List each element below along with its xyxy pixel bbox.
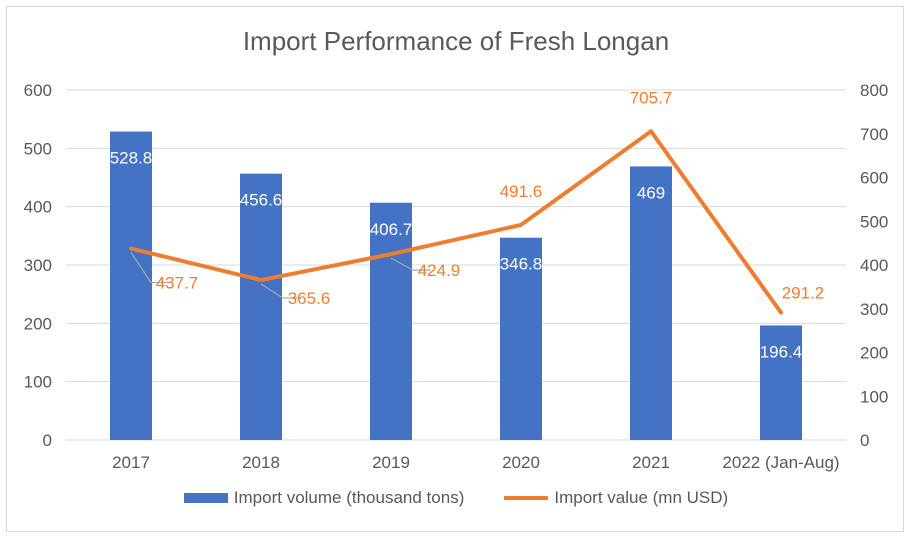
line-path — [129, 129, 783, 315]
legend-entry-volume[interactable]: Import volume (thousand tons) — [183, 488, 465, 508]
bar — [630, 166, 672, 440]
y-left-tick-label: 500 — [24, 139, 52, 158]
bar-data-label: 346.8 — [500, 255, 543, 274]
bar-data-label: 196.4 — [760, 342, 803, 361]
chart-frame — [6, 6, 904, 532]
line-data-label: 437.7 — [156, 274, 199, 293]
line-data-label: 424.9 — [418, 261, 461, 280]
bar-data-label: 528.8 — [110, 149, 153, 168]
label-leader-line — [260, 283, 301, 299]
bar-data-label: 469 — [637, 183, 665, 202]
bar — [240, 173, 282, 440]
bar-data-label: 406.7 — [370, 220, 413, 239]
y-right-tick-label: 800 — [860, 81, 888, 100]
y-left-tick-label: 100 — [24, 373, 52, 392]
y-left-tick-label: 400 — [24, 198, 52, 217]
bar-data-label: 456.6 — [240, 191, 283, 210]
y-left-tick-label: 300 — [24, 256, 52, 275]
y-right-tick-label: 300 — [860, 300, 888, 319]
legend-label-value: Import value (mn USD) — [554, 488, 729, 507]
y-left-tick-label: 600 — [24, 81, 52, 100]
label-leader-line — [130, 252, 169, 284]
legend: Import volume (thousand tons) Import val… — [0, 488, 912, 508]
y-right-tick-label: 500 — [860, 212, 888, 231]
chart-title: Import Performance of Fresh Longan — [242, 26, 670, 56]
bar — [370, 202, 412, 440]
x-tick-label: 2019 — [372, 453, 410, 472]
legend-swatch-volume — [183, 493, 228, 503]
bar-data-labels: 528.8 456.6 406.7 346.8 469 196.4 — [110, 149, 803, 362]
y-right-tick-label: 600 — [860, 169, 888, 188]
y-right-tick-label: 100 — [860, 387, 888, 406]
x-tick-label: 2017 — [112, 453, 150, 472]
legend-entry-value[interactable]: Import value (mn USD) — [504, 488, 728, 508]
legend-swatch-value — [504, 496, 549, 500]
y-right-tick-label: 700 — [860, 125, 888, 144]
legend-label-volume: Import volume (thousand tons) — [233, 488, 465, 507]
bar-series — [110, 131, 802, 441]
label-leader-lines — [130, 252, 431, 299]
y-right-tick-label: 200 — [860, 344, 888, 363]
y-right-tick-label: 400 — [860, 256, 888, 275]
bar — [110, 131, 152, 441]
line-data-label: 291.2 — [782, 284, 825, 303]
y-axis-left: 0 100 200 300 400 500 600 — [24, 81, 52, 450]
x-tick-label: 2021 — [632, 453, 670, 472]
y-axis-right: 0 100 200 300 400 500 600 700 800 — [860, 81, 888, 450]
x-tick-label: 2022 (Jan-Aug) — [722, 453, 839, 472]
label-leader-line — [390, 257, 431, 271]
x-axis: 2017 2018 2019 2020 2021 2022 (Jan-Aug) — [112, 453, 840, 472]
y-left-tick-label: 0 — [43, 431, 52, 450]
line-data-label: 705.7 — [630, 88, 673, 107]
y-right-tick-label: 0 — [860, 431, 869, 450]
y-left-tick-label: 200 — [24, 314, 52, 333]
x-tick-label: 2020 — [502, 453, 540, 472]
line-data-labels: 437.7 365.6 424.9 491.6 705.7 291.2 — [156, 88, 825, 308]
bar — [500, 237, 542, 440]
line-data-label: 365.6 — [288, 289, 331, 308]
gridlines — [66, 89, 846, 441]
line-data-label: 491.6 — [500, 182, 543, 201]
x-tick-label: 2018 — [242, 453, 280, 472]
line-series — [129, 129, 783, 315]
bar — [760, 325, 802, 440]
